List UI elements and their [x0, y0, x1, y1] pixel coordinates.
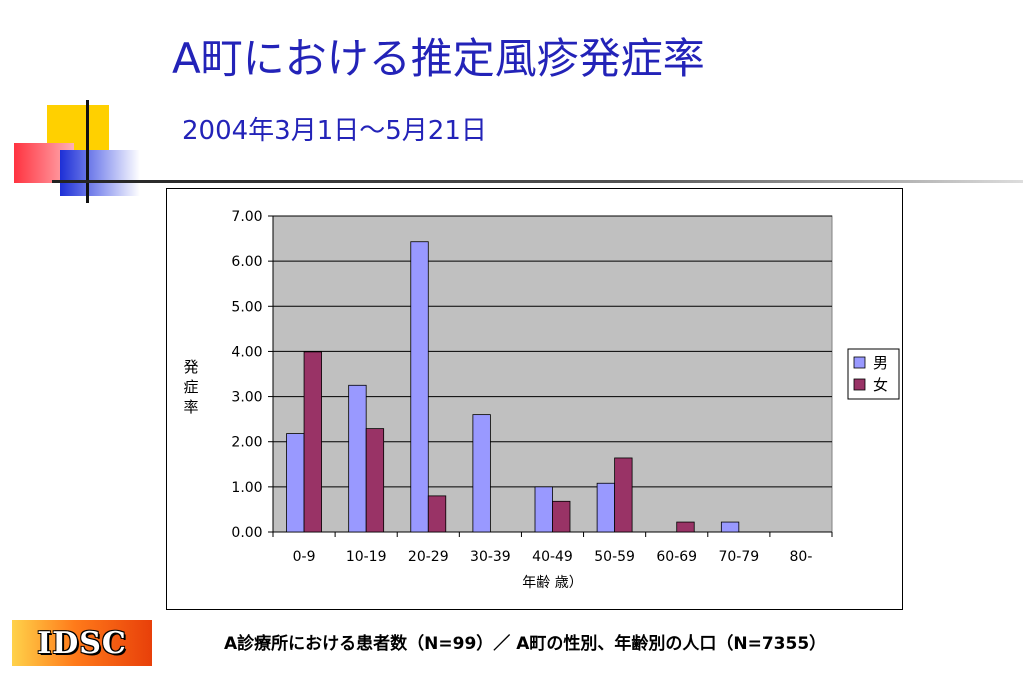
- bar-male: [348, 384, 367, 533]
- bar-male: [596, 482, 616, 533]
- y-tick-label: 7.00: [231, 209, 262, 225]
- logo-text: IDSC: [37, 625, 127, 661]
- bar-female: [552, 500, 571, 533]
- footer-note: A診療所における患者数（N=99）／ A町の性別、年齢別の人口（N=7355）: [224, 634, 827, 654]
- x-tick-label: 20-29: [408, 549, 449, 565]
- y-axis-label: 発症率: [183, 358, 198, 416]
- x-tick-label: 50-59: [594, 549, 635, 565]
- bar-male: [534, 486, 553, 533]
- x-tick-label: 70-79: [718, 549, 759, 565]
- y-tick-label: 1.00: [231, 480, 262, 496]
- y-tick-label: 5.00: [231, 299, 262, 315]
- x-tick-label: 60-69: [656, 549, 697, 565]
- bar-chart: 0.00 1.00 2.00 3.00 4.00 5.00 6.00 7.00 0-9 10-19…: [183, 209, 900, 591]
- x-tick-label: 80-: [790, 549, 813, 565]
- legend-swatch: [853, 378, 866, 391]
- slide-title: A町における推定風疹発症率: [172, 34, 705, 83]
- decor-horizontal-line: [52, 180, 1023, 183]
- y-tick-label: 6.00: [231, 254, 262, 270]
- x-tick-label: 0-9: [293, 549, 316, 565]
- chart-frame: 0.00 1.00 2.00 3.00 4.00 5.00 6.00 7.00 0-9 10-19…: [166, 188, 903, 610]
- x-tick-label: 40-49: [532, 549, 573, 565]
- bar-female: [303, 351, 322, 533]
- legend-swatch: [853, 356, 866, 369]
- bar-female: [365, 428, 385, 533]
- idsc-logo: IDSC: [12, 620, 152, 666]
- y-tick-label: 4.00: [231, 344, 262, 360]
- x-tick-label: 30-39: [470, 549, 511, 565]
- bar-male: [410, 241, 429, 533]
- y-tick-label: 3.00: [231, 390, 262, 406]
- y-tick-label: 0.00: [231, 525, 262, 541]
- x-tick-label: 10-19: [346, 549, 387, 565]
- legend-label: 女: [873, 376, 888, 394]
- slide-subtitle: 2004年3月1日～5月21日: [182, 116, 487, 146]
- x-axis-label: 年齢 歳）: [522, 575, 582, 591]
- decor-blue-square: [60, 150, 140, 196]
- bar-female: [676, 521, 695, 533]
- legend-label: 男: [873, 354, 888, 372]
- bar-female: [614, 457, 633, 533]
- y-tick-label: 2.00: [231, 435, 262, 451]
- bar-male: [720, 521, 740, 533]
- bar-male: [472, 414, 491, 533]
- bar-female: [427, 495, 447, 533]
- decor-vertical-line: [86, 100, 89, 203]
- bar-male: [286, 433, 305, 533]
